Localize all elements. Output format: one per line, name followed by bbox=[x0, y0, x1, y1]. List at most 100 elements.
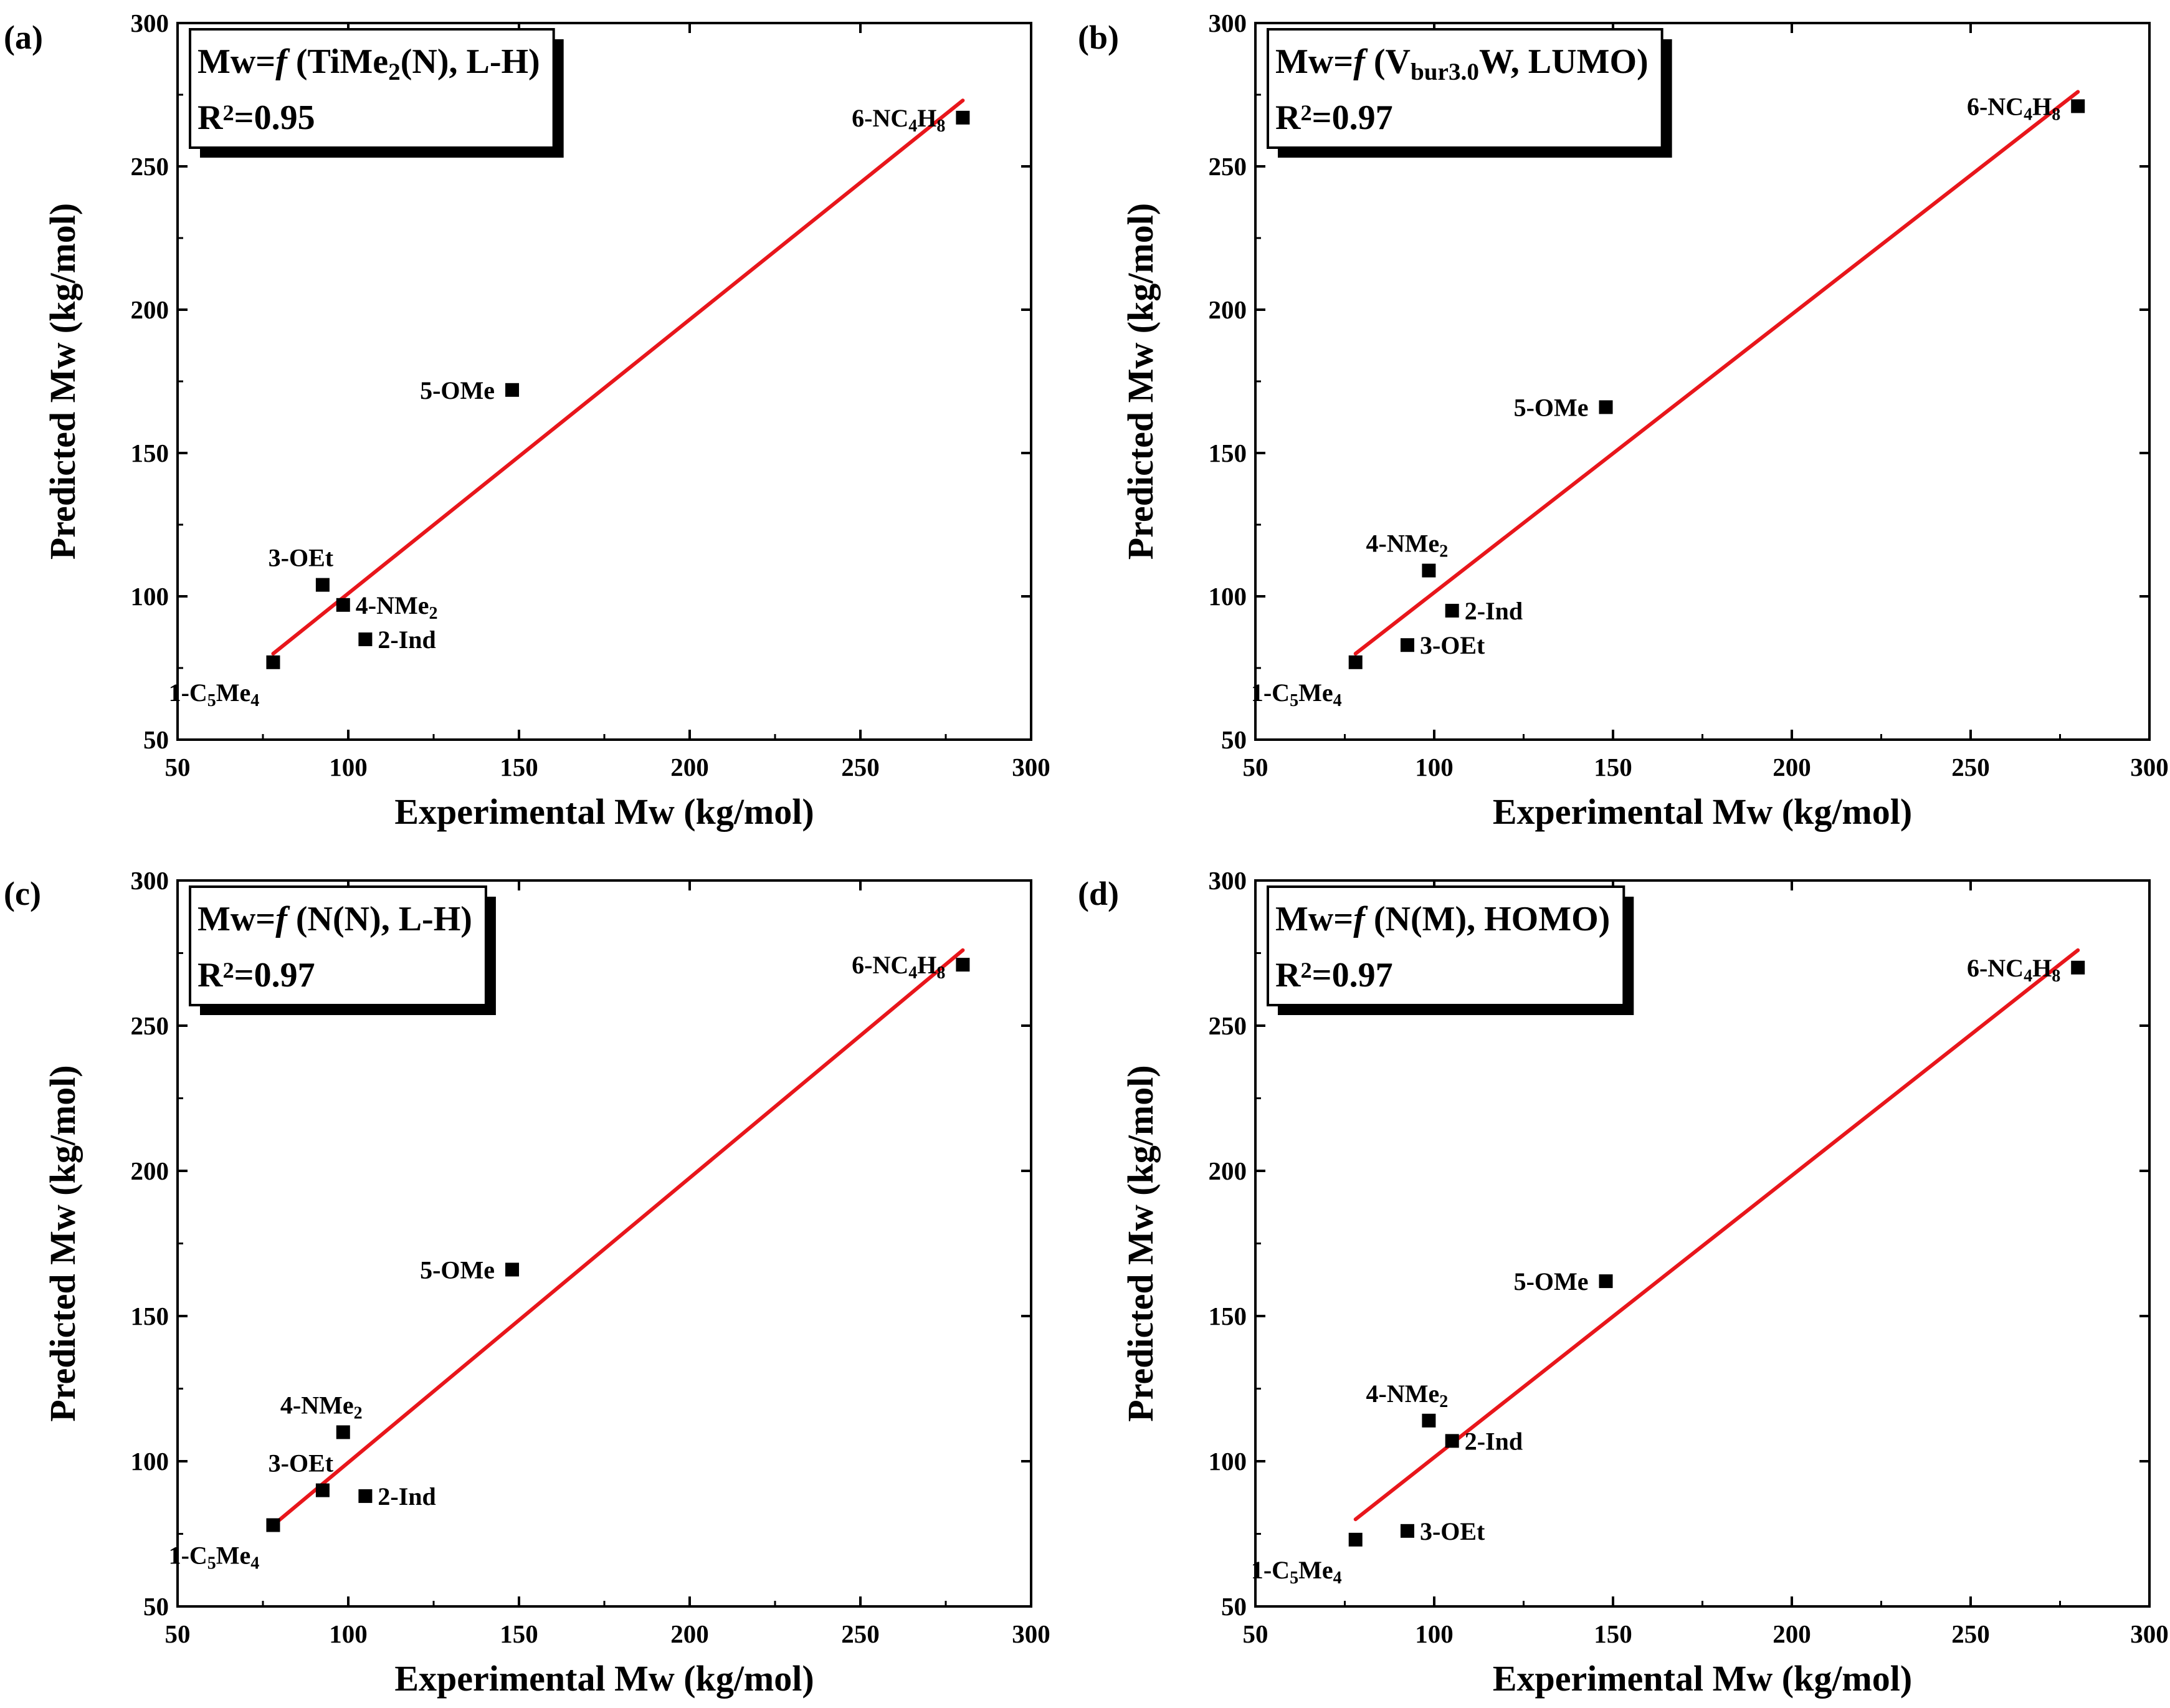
point-label-seg: 4 bbox=[250, 1553, 259, 1573]
point-label-seg: 1-C bbox=[1251, 679, 1290, 707]
y-tick-label: 50 bbox=[1221, 725, 1247, 754]
data-point bbox=[336, 1425, 350, 1439]
data-point bbox=[315, 1483, 330, 1497]
data-point bbox=[956, 110, 970, 125]
point-label: 2-Ind bbox=[1465, 1427, 1523, 1455]
x-tick-label: 300 bbox=[2130, 1620, 2169, 1648]
r-squared-text: R2=0.95 bbox=[197, 98, 315, 137]
formula-arg: bur3.0 bbox=[1411, 59, 1479, 85]
x-tick-label: 50 bbox=[165, 1620, 191, 1648]
y-tick-label: 200 bbox=[1209, 1157, 1247, 1185]
fit-line bbox=[271, 948, 965, 1527]
fit-line bbox=[1353, 948, 2080, 1522]
point-label: 5-OMe bbox=[420, 1256, 495, 1284]
x-tick-label: 300 bbox=[1012, 753, 1050, 781]
formula-box bbox=[1267, 885, 1625, 1006]
point-label-seg: 4-NMe bbox=[280, 1391, 354, 1419]
point-label-seg: 4 bbox=[908, 963, 917, 983]
fit-line bbox=[1353, 90, 2080, 656]
formula-prefix: Mw= bbox=[1275, 42, 1353, 81]
point-label-seg: H bbox=[917, 104, 936, 132]
data-point bbox=[266, 655, 280, 669]
point-label: 4-NMe2 bbox=[280, 1391, 363, 1423]
point-label-seg: 2 bbox=[354, 1403, 363, 1423]
y-axis-title: Predicted Mw (kg/mol) bbox=[42, 203, 83, 560]
point-label-seg: Me bbox=[1298, 1556, 1333, 1584]
y-axis-title: Predicted Mw (kg/mol) bbox=[1120, 203, 1161, 560]
point-label: 4-NMe2 bbox=[356, 591, 438, 623]
point-label-seg: 4 bbox=[908, 117, 917, 136]
y-axis-title: Predicted Mw (kg/mol) bbox=[42, 1065, 83, 1421]
point-label-seg: Me bbox=[216, 1542, 251, 1570]
y-tick-label: 100 bbox=[1209, 582, 1247, 611]
formula-box bbox=[1267, 28, 1663, 149]
data-point bbox=[266, 1518, 280, 1532]
point-label-seg: 8 bbox=[2052, 105, 2060, 124]
panel-tag: (a) bbox=[4, 19, 43, 56]
point-label: 1-C5Me4 bbox=[169, 679, 260, 710]
point-label-seg: 5 bbox=[1290, 691, 1298, 710]
panel-tag: (b) bbox=[1078, 19, 1119, 56]
x-tick-label: 150 bbox=[1594, 1620, 1632, 1648]
x-axis-title: Experimental Mw (kg/mol) bbox=[394, 1658, 814, 1699]
point-label: 1-C5Me4 bbox=[1251, 679, 1342, 710]
data-point bbox=[1422, 563, 1436, 578]
formula-prefix: Mw= bbox=[197, 900, 275, 938]
point-label: 6-NC4H8 bbox=[1967, 954, 2060, 986]
x-tick-label: 50 bbox=[1243, 753, 1268, 781]
point-label-seg: 1-C bbox=[169, 679, 207, 707]
point-label: 3-OEt bbox=[1420, 1517, 1485, 1545]
chart-panel-b: (b) 50 100 150 200 250 300 50 100 150 200 250 300 Exp… bbox=[1078, 9, 2169, 832]
y-tick-label: 300 bbox=[131, 9, 169, 37]
point-label: 6-NC4H8 bbox=[852, 104, 945, 136]
data-point bbox=[1445, 1434, 1459, 1448]
data-point bbox=[1422, 1413, 1436, 1428]
data-point bbox=[1599, 400, 1613, 414]
point-label-seg: 3-OEt bbox=[269, 1449, 334, 1477]
formula-arg: W, LUMO) bbox=[1479, 42, 1649, 81]
point-label-seg: 5 bbox=[207, 1553, 216, 1573]
data-point bbox=[358, 632, 373, 646]
point-label: 6-NC4H8 bbox=[852, 951, 945, 983]
x-tick-label: 200 bbox=[670, 1620, 709, 1648]
point-label-seg: 3-OEt bbox=[1420, 631, 1485, 659]
x-tick-label: 50 bbox=[1243, 1620, 1268, 1648]
point-label-seg: 6-NC bbox=[1967, 954, 2024, 982]
y-tick-label: 250 bbox=[1209, 1011, 1247, 1040]
point-label-seg: 5 bbox=[207, 691, 216, 710]
point-label-seg: Me bbox=[1298, 679, 1333, 707]
data-point bbox=[1348, 1532, 1363, 1547]
x-tick-label: 250 bbox=[841, 753, 880, 781]
point-label: 5-OMe bbox=[420, 376, 495, 404]
point-label-seg: 8 bbox=[936, 117, 945, 136]
x-tick-label: 250 bbox=[1951, 1620, 1990, 1648]
y-tick-label: 200 bbox=[131, 295, 169, 324]
y-tick-label: 250 bbox=[1209, 152, 1247, 181]
point-label-seg: 2 bbox=[1439, 1392, 1448, 1411]
point-label: 5-OMe bbox=[1514, 1267, 1589, 1295]
data-point bbox=[1599, 1274, 1613, 1289]
data-point bbox=[2071, 960, 2085, 975]
point-label-seg: Me bbox=[216, 679, 251, 707]
formula-text: Mw=f (Vbur3.0W, LUMO) bbox=[1275, 42, 1649, 85]
point-label-seg: 5-OMe bbox=[420, 1256, 495, 1284]
y-tick-label: 300 bbox=[131, 866, 169, 895]
point-label-seg: 6-NC bbox=[1967, 92, 2024, 120]
data-point bbox=[336, 598, 350, 612]
x-tick-label: 100 bbox=[329, 753, 368, 781]
y-tick-label: 50 bbox=[1221, 1592, 1247, 1621]
y-tick-label: 250 bbox=[131, 1011, 169, 1040]
point-label: 3-OEt bbox=[269, 544, 334, 572]
r-squared-text: R2=0.97 bbox=[1275, 956, 1393, 995]
point-label-seg: 4-NMe bbox=[356, 591, 429, 619]
point-label-seg: 4 bbox=[250, 691, 259, 710]
x-axis-title: Experimental Mw (kg/mol) bbox=[1493, 791, 1912, 832]
y-tick-label: 50 bbox=[143, 1592, 169, 1621]
point-label-seg: H bbox=[2032, 954, 2052, 982]
data-point bbox=[505, 1262, 520, 1277]
point-label-seg: 2 bbox=[429, 604, 437, 623]
chart-panel-c: (c) 50 100 150 200 250 300 50 100 150 200 250 300 Exp… bbox=[4, 866, 1050, 1699]
y-tick-label: 100 bbox=[1209, 1447, 1247, 1476]
formula-arg: 2 bbox=[388, 59, 401, 85]
